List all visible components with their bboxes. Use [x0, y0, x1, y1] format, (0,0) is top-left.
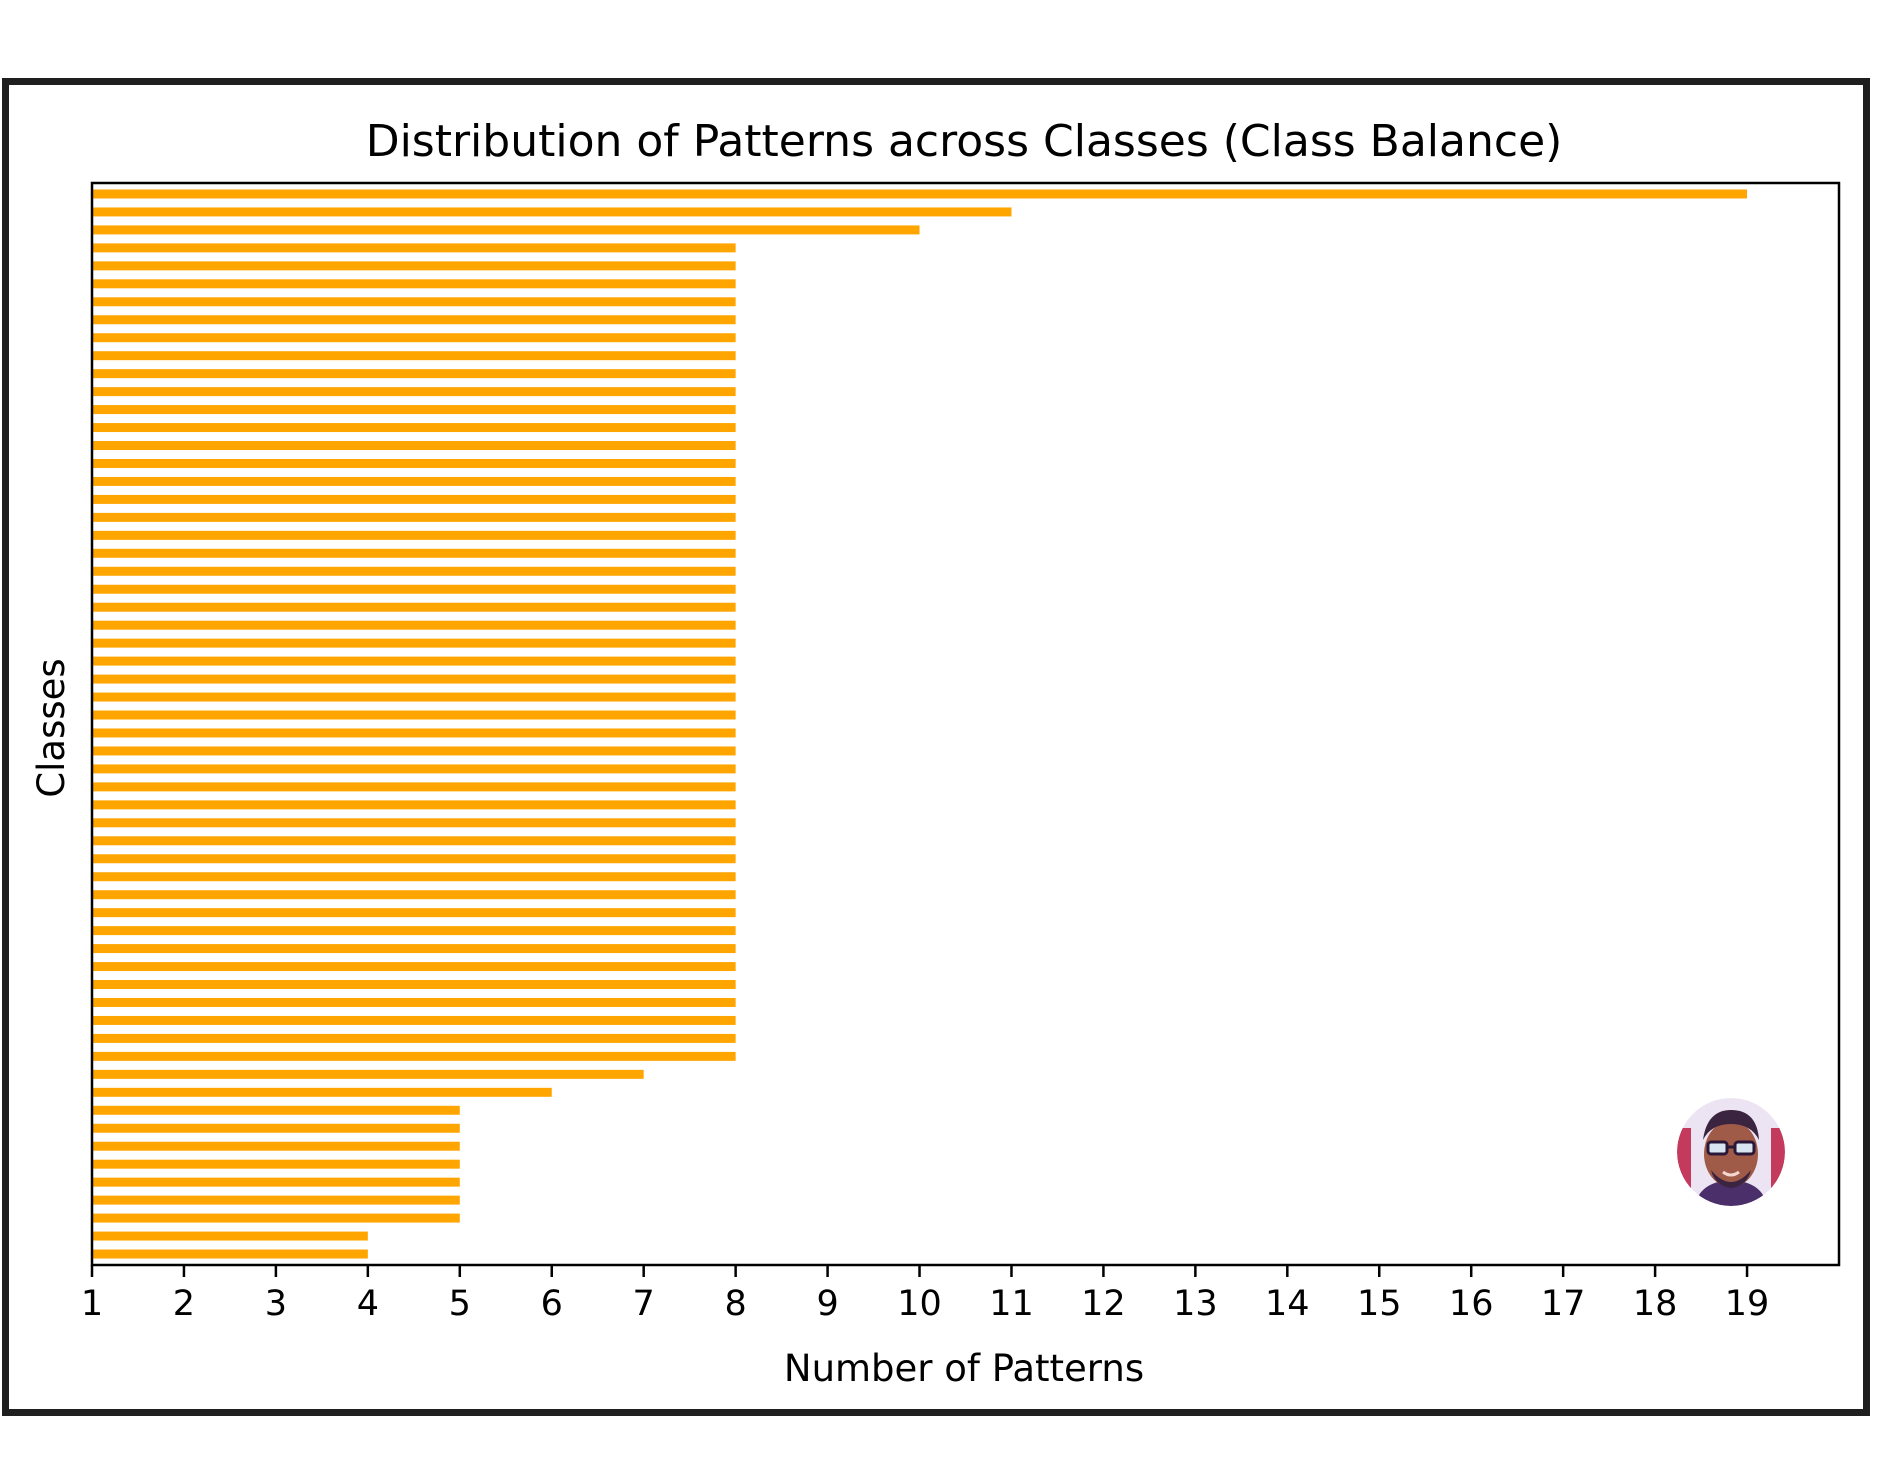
x-axis: 1 2 3 4 5 6 7 8 9 10 11 12 13 14 15 16 17 18 19	[81, 1265, 1769, 1324]
bar	[92, 710, 736, 720]
bar	[92, 297, 736, 307]
bar	[92, 405, 736, 415]
x-tick-label: 4	[357, 1284, 379, 1324]
bar	[92, 566, 736, 576]
y-axis-label: Classes	[30, 658, 73, 797]
bar	[92, 423, 736, 433]
bar	[92, 836, 736, 846]
x-axis-label: Number of Patterns	[784, 1347, 1144, 1390]
bar	[92, 620, 736, 630]
bar	[92, 243, 736, 253]
bar	[92, 818, 736, 828]
bar	[92, 530, 736, 540]
bar	[92, 387, 736, 397]
bar	[92, 261, 736, 271]
bar	[92, 746, 736, 756]
bar	[92, 674, 736, 684]
x-tick-label: 17	[1541, 1284, 1586, 1324]
x-tick-label: 1	[81, 1284, 103, 1324]
bar	[92, 962, 736, 972]
bar	[92, 369, 736, 379]
bar	[92, 656, 736, 666]
bar	[92, 189, 1748, 199]
bar	[92, 854, 736, 864]
chart-title: Distribution of Patterns across Classes …	[366, 116, 1563, 167]
x-tick-label: 19	[1725, 1284, 1770, 1324]
bar	[92, 441, 736, 450]
bar	[92, 584, 736, 594]
bar	[92, 1123, 460, 1133]
bar	[92, 351, 736, 361]
x-tick-label: 14	[1265, 1284, 1310, 1324]
bar	[92, 1195, 460, 1205]
x-tick-label: 12	[1081, 1284, 1126, 1324]
bar	[92, 800, 736, 810]
bar	[92, 207, 1012, 217]
x-tick-label: 18	[1633, 1284, 1678, 1324]
bar	[92, 1249, 368, 1259]
x-tick-label: 13	[1173, 1284, 1218, 1324]
x-tick-label: 15	[1357, 1284, 1402, 1324]
x-tick-label: 6	[541, 1284, 563, 1324]
x-tick-label: 10	[897, 1284, 942, 1324]
x-tick-label: 9	[816, 1284, 838, 1324]
bar	[92, 512, 736, 522]
bar	[92, 476, 736, 486]
bar	[92, 764, 736, 774]
bar	[92, 908, 736, 918]
bar	[92, 1159, 460, 1169]
bar	[92, 1231, 368, 1241]
bar	[92, 1177, 460, 1187]
bar	[92, 980, 736, 989]
bar	[92, 782, 736, 792]
x-tick-label: 11	[989, 1284, 1034, 1324]
bar	[92, 1033, 736, 1043]
bar	[92, 728, 736, 738]
bar	[92, 997, 736, 1007]
bar	[92, 279, 736, 289]
bar	[92, 225, 920, 235]
plot-area	[90, 181, 1841, 1267]
bar	[92, 1105, 460, 1115]
bar	[92, 926, 736, 936]
bar	[92, 1015, 736, 1025]
bar	[92, 692, 736, 702]
bars	[92, 189, 1748, 1259]
x-tick-label: 7	[633, 1284, 655, 1324]
x-tick-label: 16	[1449, 1284, 1494, 1324]
bar	[92, 494, 736, 504]
bar	[92, 1213, 460, 1223]
bar	[92, 458, 736, 468]
bar	[92, 890, 736, 900]
bar	[92, 315, 736, 325]
avatar-icon	[1677, 1098, 1785, 1206]
bar	[92, 872, 736, 882]
bar	[92, 638, 736, 648]
x-tick-label: 2	[173, 1284, 195, 1324]
bar	[92, 548, 736, 558]
bar	[92, 1051, 736, 1061]
bar	[92, 333, 736, 343]
x-tick-label: 3	[265, 1284, 287, 1324]
bar	[92, 1087, 552, 1097]
x-tick-label: 8	[724, 1284, 746, 1324]
bar	[92, 602, 736, 612]
bar	[92, 944, 736, 954]
bar	[92, 1141, 460, 1151]
bar	[92, 1069, 644, 1079]
x-tick-label: 5	[449, 1284, 471, 1324]
